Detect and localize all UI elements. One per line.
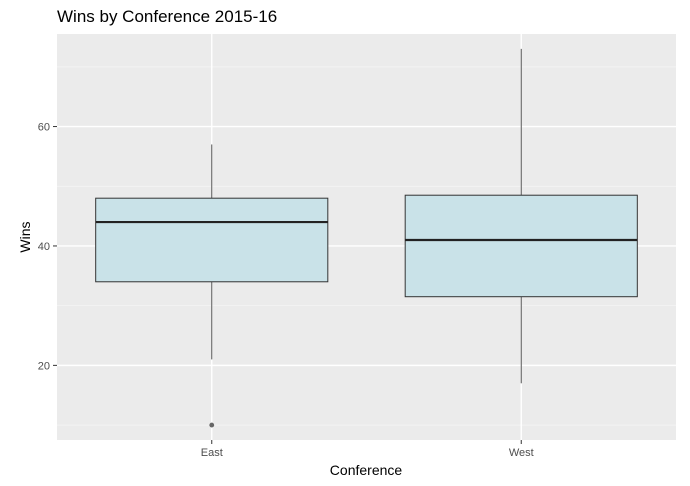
x-axis: East West xyxy=(201,440,534,459)
box-body xyxy=(404,194,638,298)
box-east xyxy=(95,144,329,428)
y-tick-label: 60 xyxy=(38,122,50,134)
box-west xyxy=(404,48,638,384)
x-axis-title: Conference xyxy=(330,462,403,478)
x-tick-label: West xyxy=(509,447,534,459)
chart-title: Wins by Conference 2015-16 xyxy=(57,7,277,26)
box-body xyxy=(95,197,329,283)
x-tick-label: East xyxy=(201,447,223,459)
y-axis: 20 40 60 xyxy=(38,122,57,372)
y-tick-label: 20 xyxy=(38,360,50,372)
y-tick-label: 40 xyxy=(38,241,50,253)
y-axis-title: Wins xyxy=(17,221,33,252)
outlier-point xyxy=(209,422,215,428)
box-layer xyxy=(95,48,638,428)
